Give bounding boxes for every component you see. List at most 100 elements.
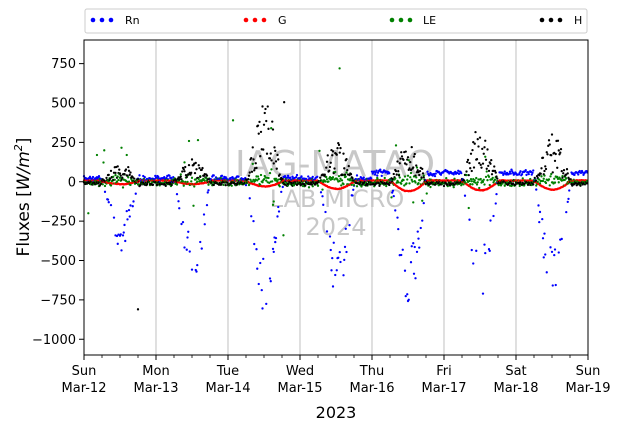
point-rn (269, 280, 272, 283)
point-le (181, 180, 185, 183)
point-h (493, 165, 496, 168)
point-rn (544, 253, 547, 256)
point-rn (126, 218, 129, 221)
point-h (343, 173, 347, 176)
point-rn (131, 205, 134, 208)
point-rn (483, 243, 486, 246)
point-h (220, 183, 223, 186)
point-h (319, 176, 322, 179)
point-le (421, 199, 424, 202)
point-h (559, 147, 563, 151)
point-rn (543, 232, 546, 235)
x-tick-label-date: Mar-18 (494, 381, 539, 396)
point-h (116, 165, 119, 168)
point-le (415, 176, 418, 179)
point-rn (316, 175, 319, 178)
point-rn (470, 248, 473, 252)
point-h (547, 144, 550, 147)
point-le (334, 170, 337, 174)
legend: Rn G LE H (84, 8, 588, 34)
point-rn (495, 193, 498, 196)
point-rn (370, 177, 373, 180)
point-h (268, 157, 272, 160)
point-h (271, 120, 274, 123)
point-rn (109, 204, 113, 207)
point-rn (103, 190, 107, 193)
point-h (553, 159, 557, 163)
point-h (119, 174, 122, 177)
point-le (337, 174, 341, 178)
point-le (257, 177, 260, 181)
point-h (156, 183, 159, 186)
point-rn (452, 173, 455, 176)
point-le (194, 178, 197, 181)
point-rn (403, 269, 407, 272)
x-tick-label-date: Mar-12 (62, 381, 107, 396)
point-h (256, 124, 260, 127)
point-h (404, 150, 407, 153)
point-le (339, 177, 342, 180)
point-le (482, 178, 485, 181)
point-h (415, 164, 418, 167)
point-rn (417, 237, 420, 240)
point-h (557, 149, 560, 152)
point-rn (373, 173, 377, 176)
point-h (550, 154, 553, 157)
point-h (129, 171, 132, 174)
point-h (490, 173, 494, 176)
point-le (345, 171, 348, 174)
point-h (405, 163, 408, 166)
point-le (183, 161, 186, 164)
point-rn (407, 298, 410, 301)
point-rn (412, 272, 416, 275)
point-h (197, 164, 200, 167)
point-le (547, 178, 551, 181)
point-h (342, 152, 345, 155)
point-h (412, 155, 416, 158)
point-h (496, 177, 499, 180)
point-rn (181, 220, 185, 224)
point-le (540, 175, 543, 178)
point-h (118, 168, 121, 171)
point-h (273, 146, 276, 149)
legend-label-g: G (278, 14, 287, 27)
point-rn (257, 282, 260, 286)
point-rn (510, 168, 513, 171)
point-rn (379, 168, 382, 171)
point-le (493, 178, 497, 181)
point-h (193, 172, 197, 175)
point-h (251, 146, 254, 149)
point-le (116, 175, 119, 178)
point-le (350, 183, 353, 186)
point-le (491, 176, 494, 179)
point-rn (274, 236, 278, 240)
point-le (408, 182, 411, 185)
point-rn (261, 307, 264, 310)
point-h (565, 168, 569, 171)
point-le (484, 155, 487, 158)
point-rn (426, 170, 429, 173)
point-rn (129, 204, 132, 207)
point-le (541, 179, 545, 183)
point-h (335, 153, 338, 156)
point-le (325, 178, 329, 181)
point-h (410, 145, 413, 149)
point-rn (134, 192, 137, 195)
y-tick-label: −250 (40, 215, 76, 230)
x-tick-label-day: Sat (505, 364, 526, 379)
point-h (532, 183, 535, 186)
point-rn (419, 226, 422, 230)
point-rn (345, 250, 348, 254)
point-h (484, 158, 488, 161)
point-h (331, 150, 335, 153)
point-h (310, 181, 313, 185)
point-rn (541, 237, 545, 240)
point-h (124, 168, 128, 171)
point-h (397, 174, 401, 177)
point-h (185, 175, 188, 179)
point-h (199, 175, 202, 179)
point-rn (112, 216, 116, 219)
point-h (262, 123, 266, 126)
point-rn (520, 173, 524, 176)
point-rn (212, 174, 215, 177)
